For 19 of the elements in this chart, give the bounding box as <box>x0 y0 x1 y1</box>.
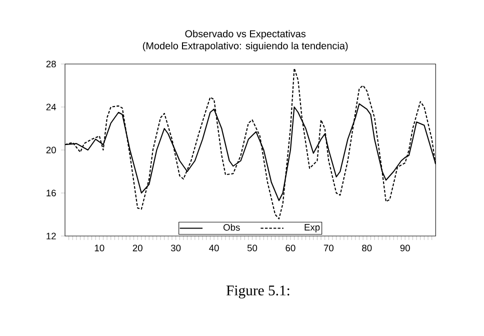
legend-label: Exp <box>304 224 320 232</box>
legend-label: Obs <box>224 224 240 231</box>
chart-subtitle: (Modelo Extrapolativo: siguiendo la tendencia) <box>142 42 348 52</box>
y-tick-label: 12 <box>46 232 56 240</box>
y-tick-label: 20 <box>46 146 56 154</box>
x-tick-label: 70 <box>324 244 334 252</box>
x-tick-label: 80 <box>362 244 372 252</box>
x-tick-label: 20 <box>132 244 142 252</box>
x-tick-label: 50 <box>247 244 258 252</box>
y-tick-label: 28 <box>46 60 56 68</box>
y-tick-label: 24 <box>46 104 56 110</box>
x-tick-label: 40 <box>209 244 219 252</box>
chart-title: Observado vs Expectativas <box>185 30 306 40</box>
x-tick-label: 30 <box>170 244 181 252</box>
x-tick-label: 60 <box>286 244 296 252</box>
caption: Figure 5.1: <box>226 286 290 298</box>
x-tick-label: 10 <box>94 244 104 252</box>
y-tick-label: 16 <box>46 190 56 196</box>
x-tick-label: 90 <box>400 244 410 252</box>
